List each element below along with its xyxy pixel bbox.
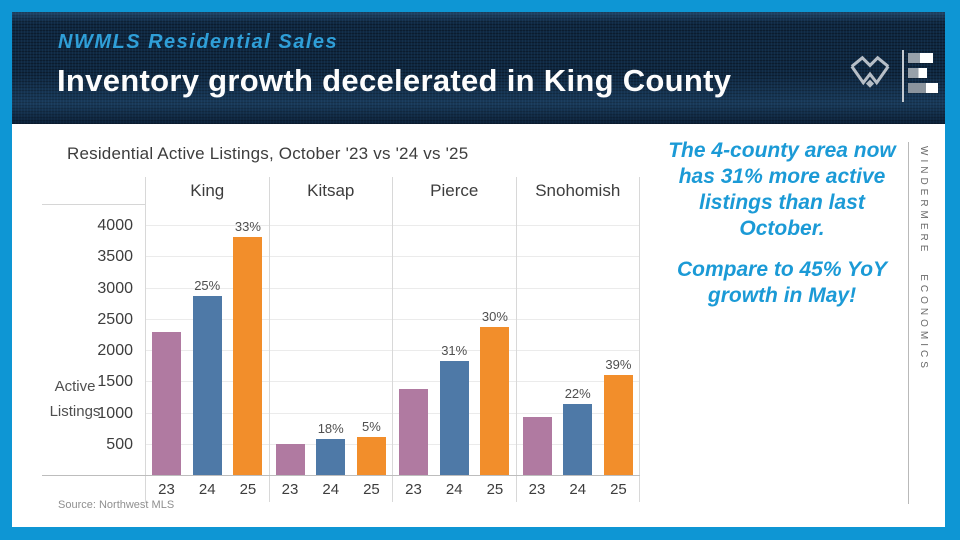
bar-slot: 31% <box>434 205 474 476</box>
bar-slot <box>517 205 557 476</box>
pct-change-label: 5% <box>362 418 381 434</box>
y-tick-label: 1500 <box>97 373 133 391</box>
callout-paragraph-1: The 4-county area now has 31% more activ… <box>668 139 896 241</box>
x-tick-label: 23 <box>528 480 546 498</box>
x-tick-label: 23 <box>405 480 422 498</box>
y-axis-ticks: 500 1000 1500 2000 2500 3000 3500 4000 <box>45 205 135 476</box>
county-group: King 25% 33% 23 24 25 <box>145 177 269 502</box>
bar-slot: 33% <box>228 205 268 476</box>
content-area: Residential Active Listings, October '23… <box>12 124 945 527</box>
bar-chart: Active Listings 500 1000 1500 2000 2500 3000 3… <box>42 177 640 502</box>
pct-change-label: 18% <box>317 420 344 436</box>
x-tick-row: 23 24 25 <box>393 476 516 502</box>
bar-band: 22% 39% <box>517 205 640 476</box>
y-tick-label: 2000 <box>97 342 133 360</box>
vertical-divider <box>908 142 909 504</box>
bar-25-kitsap <box>356 436 386 476</box>
plot-area: King 25% 33% 23 24 25 Kitsap 18% 5% 23 24 25 Pierce 3… <box>145 177 640 502</box>
x-tick-label: 25 <box>363 480 380 498</box>
pct-change-label: 31% <box>441 343 468 359</box>
economics-bar-chart-icon <box>902 50 940 102</box>
x-tick-row: 23 24 25 <box>517 476 640 502</box>
icon-bar <box>908 68 927 78</box>
bar-23-kitsap <box>275 444 305 476</box>
y-axis-title: Active Listings <box>49 378 101 420</box>
axis-header-rule <box>42 204 145 205</box>
icon-axis <box>902 50 904 102</box>
icon-bar <box>908 53 933 63</box>
x-tick-label: 25 <box>239 480 257 498</box>
chart-title: Residential Active Listings, October '23… <box>67 144 469 163</box>
callout-paragraph-2: Compare to 45% YoY growth in May! <box>676 258 888 308</box>
windermere-economics-vertical-label: WINDERMERE ECONOMICS <box>918 146 929 372</box>
bar-slot <box>146 205 186 476</box>
bar-band: 31% 30% <box>393 205 516 476</box>
windermere-w-icon <box>850 55 890 88</box>
y-tick-label: 3500 <box>97 248 133 266</box>
x-tick-label: 24 <box>322 480 340 498</box>
county-label: Snohomish <box>535 181 621 200</box>
x-tick-label: 24 <box>198 480 216 498</box>
bar-23-snohomish <box>522 416 552 476</box>
y-tick-label: 1000 <box>97 404 133 422</box>
page-title: Inventory growth decelerated in King Cou… <box>57 63 732 98</box>
kicker-label: NWMLS Residential Sales <box>58 31 339 53</box>
x-tick-label: 25 <box>486 480 504 498</box>
brand-logos <box>847 50 940 102</box>
bar-25-pierce <box>480 327 510 476</box>
bar-slot: 30% <box>475 205 515 476</box>
county-group: Kitsap 18% 5% 23 24 25 <box>268 177 393 502</box>
county-label: King <box>190 181 225 200</box>
county-group: Snohomish 22% 39% 23 24 25 <box>515 177 640 502</box>
bar-24-pierce <box>439 361 469 476</box>
pct-change-label: 25% <box>194 278 221 294</box>
callout-text: The 4-county area now has 31% more activ… <box>660 138 904 309</box>
pct-change-label: 33% <box>234 219 261 235</box>
x-tick-row: 23 24 25 <box>270 476 393 502</box>
bar-slot: 18% <box>311 205 351 476</box>
bar-band: 18% 5% <box>270 205 393 476</box>
x-tick-label: 23 <box>158 480 175 498</box>
x-tick-label: 24 <box>445 480 463 498</box>
bar-24-snohomish <box>563 403 593 476</box>
bar-slot: 5% <box>351 205 391 476</box>
y-tick-label: 2500 <box>97 310 133 328</box>
pct-change-label: 39% <box>605 357 632 373</box>
bar-slot: 22% <box>558 205 598 476</box>
pct-change-label: 30% <box>481 309 508 325</box>
bar-slot <box>393 205 433 476</box>
county-label: Kitsap <box>307 181 355 200</box>
county-label: Pierce <box>430 181 479 200</box>
x-axis-line <box>42 475 640 476</box>
x-tick-label: 24 <box>569 480 587 498</box>
bar-25-snohomish <box>603 375 633 476</box>
bar-23-pierce <box>399 388 428 476</box>
bar-23-king <box>152 332 181 476</box>
pct-change-label: 22% <box>564 385 591 401</box>
bar-24-kitsap <box>316 438 346 476</box>
bar-band: 25% 33% <box>146 205 269 476</box>
bar-slot: 39% <box>598 205 638 476</box>
county-group: Pierce 31% 30% 23 24 25 <box>392 177 516 502</box>
bar-25-king <box>233 237 263 476</box>
x-tick-label: 25 <box>610 480 627 498</box>
bar-slot <box>270 205 310 476</box>
x-tick-label: 23 <box>281 480 299 498</box>
y-tick-label: 4000 <box>97 217 133 235</box>
source-note: Source: Northwest MLS <box>58 499 175 511</box>
icon-bar <box>908 83 938 93</box>
bar-24-king <box>192 296 222 476</box>
y-tick-label: 500 <box>106 435 133 453</box>
y-tick-label: 3000 <box>97 279 133 297</box>
x-tick-row: 23 24 25 <box>146 476 269 502</box>
header-band: NWMLS Residential Sales Inventory growth… <box>12 12 945 124</box>
bar-slot: 25% <box>187 205 227 476</box>
